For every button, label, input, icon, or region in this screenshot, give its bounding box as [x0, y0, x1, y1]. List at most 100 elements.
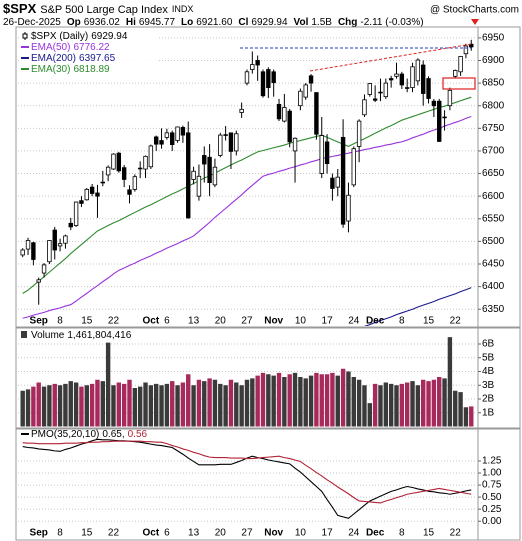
candle-body — [330, 177, 335, 189]
volume-bar — [159, 385, 164, 427]
candle-body — [170, 132, 175, 146]
line-series — [22, 115, 472, 319]
plot — [18, 438, 478, 522]
candle-body — [351, 148, 356, 186]
candle-body — [442, 116, 447, 119]
volume-bar — [415, 385, 421, 427]
x-tick-label: Nov — [264, 316, 283, 327]
candle-body — [95, 192, 100, 197]
x-tick-label: 22 — [108, 316, 120, 327]
volume-bar — [314, 372, 319, 427]
y-tick-label: 6950 — [482, 33, 505, 44]
candle-body — [383, 82, 389, 98]
candle-body — [340, 136, 346, 225]
volume-bar — [458, 392, 463, 427]
volume-bar — [437, 377, 442, 427]
x-tick-label: 10 — [295, 316, 307, 327]
volume-bar — [212, 379, 218, 427]
x-tick-label: 20 — [215, 316, 227, 327]
candle-body — [79, 200, 84, 204]
volume-bar — [266, 374, 271, 427]
volume-bar — [191, 385, 196, 427]
legend-name: $SPX (Daily) — [31, 31, 88, 42]
candle-body — [431, 100, 437, 107]
y-tick-label: 6800 — [482, 100, 505, 111]
volume-bar — [105, 342, 111, 427]
volume-bar — [63, 383, 68, 427]
volume-bar — [164, 383, 170, 427]
legend-entry: EMA(30) 6818.89 — [31, 64, 110, 75]
volume-bar — [132, 388, 138, 427]
candle-body — [410, 66, 415, 89]
candle-body — [298, 90, 303, 107]
candle-body — [164, 132, 170, 138]
candle-body — [63, 235, 68, 244]
volume-bar — [362, 385, 367, 427]
candle-body — [453, 70, 458, 77]
volume-bar — [207, 378, 212, 427]
quote-value: 6945.77 — [139, 17, 176, 28]
candle-body — [255, 60, 260, 66]
quote-line: 26-Dec-2025 Op 6936.02 Hi 6945.77 Lo 6921.60 Cl… — [3, 17, 424, 28]
y-tick-label: 6600 — [482, 191, 505, 202]
candle-body — [287, 110, 292, 143]
legend-entry: EMA(50) 6776.22 — [31, 42, 110, 53]
candle-body — [260, 71, 266, 97]
volume-bar — [356, 379, 362, 427]
candle-body — [319, 135, 324, 174]
x-tick-label: 20 — [215, 528, 227, 539]
quote-value: 6921.60 — [196, 17, 233, 28]
candle-body — [266, 69, 271, 89]
volume-bar — [196, 379, 202, 427]
x-tick-label: 27 — [241, 316, 253, 327]
y-tick-label: 0.75 — [482, 480, 502, 491]
candle-body — [89, 186, 95, 194]
volume-bar — [453, 390, 458, 427]
y-tick-label: 1.25 — [482, 456, 502, 467]
volume-bar — [421, 379, 426, 427]
highlight-box — [442, 77, 476, 90]
line-series — [22, 440, 472, 504]
candle-body — [276, 103, 282, 120]
candle-body — [356, 120, 362, 147]
volume-bar — [426, 381, 431, 427]
y-tick-label: 6650 — [482, 168, 505, 179]
candle-body — [57, 243, 63, 247]
volume-bar — [404, 382, 410, 427]
y-tick-label: 6900 — [482, 55, 505, 66]
candle-body — [202, 155, 207, 165]
plot — [18, 37, 478, 326]
x-tick-label: 8 — [399, 316, 405, 327]
volume-bar — [260, 372, 266, 427]
volume-bar — [319, 374, 324, 427]
y-tick-label: 0.25 — [482, 504, 502, 515]
candle-body — [324, 141, 330, 164]
volume-bar — [346, 371, 351, 427]
volume-bar — [116, 382, 122, 427]
candle-body — [186, 132, 191, 219]
y-tick-label: 6450 — [482, 259, 505, 270]
volume-bar — [298, 377, 303, 427]
legend-name: EMA(200) — [31, 53, 76, 64]
volume-bar — [73, 382, 79, 427]
volume-bar — [335, 375, 340, 427]
volume-bar — [79, 386, 84, 427]
candle-body — [458, 56, 463, 73]
line-series — [22, 96, 472, 294]
y-tick-label: 6750 — [482, 123, 505, 134]
legend-value: 1,461,804,416 — [67, 330, 131, 341]
quote-date: 26-Dec-2025 — [3, 17, 61, 28]
legend-icon — [21, 331, 27, 338]
volume-bar — [41, 386, 47, 427]
legend-box — [19, 30, 159, 76]
x-tick-label: 17 — [322, 528, 334, 539]
volume-bar — [447, 337, 453, 427]
volume-bar — [431, 379, 437, 427]
volume-bar — [271, 375, 276, 427]
volume-bar — [223, 385, 228, 427]
candle-body — [292, 137, 298, 152]
candle-body — [415, 59, 421, 82]
x-tick-label: Sep — [30, 316, 48, 327]
